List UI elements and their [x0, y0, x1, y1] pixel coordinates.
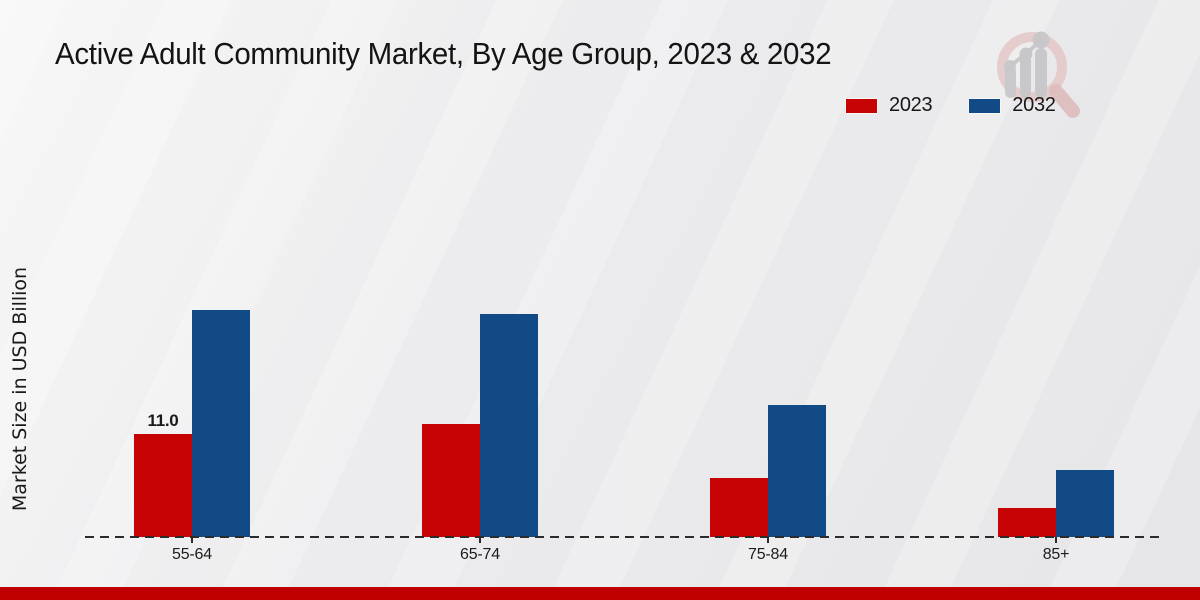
legend-label: 2023 [889, 94, 933, 116]
x-tick-label-65-74: 65-74 [460, 546, 500, 563]
x-axis-tick [479, 537, 481, 543]
chart-title: Active Adult Community Market, By Age Gr… [55, 36, 832, 71]
bar-2032-85+ [1056, 470, 1114, 537]
x-axis-baseline [85, 536, 1163, 538]
legend-item-2032: 2032 [968, 94, 1056, 117]
x-axis-tick [767, 537, 769, 543]
bar-value-label: 11.0 [147, 411, 179, 430]
x-tick-label-85+: 85+ [1042, 546, 1070, 563]
bar-2023-75-84 [710, 478, 768, 537]
x-tick-label-55-64: 55-64 [172, 546, 212, 563]
bar-2023-85+ [998, 508, 1056, 537]
chart-legend: 2023 2032 [845, 94, 1056, 117]
x-axis-tick [191, 537, 193, 543]
bar-2032-75-84 [768, 405, 826, 537]
legend-swatch-2023 [845, 97, 878, 114]
legend-item-2023: 2023 [845, 94, 933, 117]
legend-swatch-2032 [968, 97, 1002, 114]
bar-2023-55-64 [134, 434, 192, 537]
x-axis-tick [1055, 537, 1057, 543]
magnifier-chart-watermark-icon [997, 31, 1080, 118]
legend-label: 2032 [1012, 94, 1056, 116]
x-tick-label-75-84: 75-84 [748, 546, 788, 563]
bar-2023-65-74 [422, 424, 480, 537]
footer-red-band [0, 587, 1200, 600]
bar-2032-55-64 [192, 310, 250, 537]
bar-2032-65-74 [480, 314, 538, 537]
